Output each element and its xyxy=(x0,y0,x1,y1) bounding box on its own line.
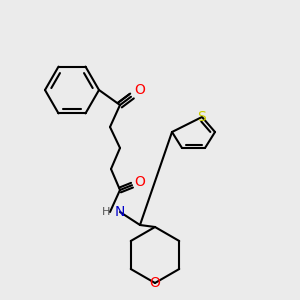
Text: O: O xyxy=(135,175,146,189)
Text: S: S xyxy=(198,110,206,124)
Text: O: O xyxy=(135,83,146,97)
Text: N: N xyxy=(115,205,125,219)
Text: O: O xyxy=(150,276,160,290)
Text: H: H xyxy=(102,207,110,217)
